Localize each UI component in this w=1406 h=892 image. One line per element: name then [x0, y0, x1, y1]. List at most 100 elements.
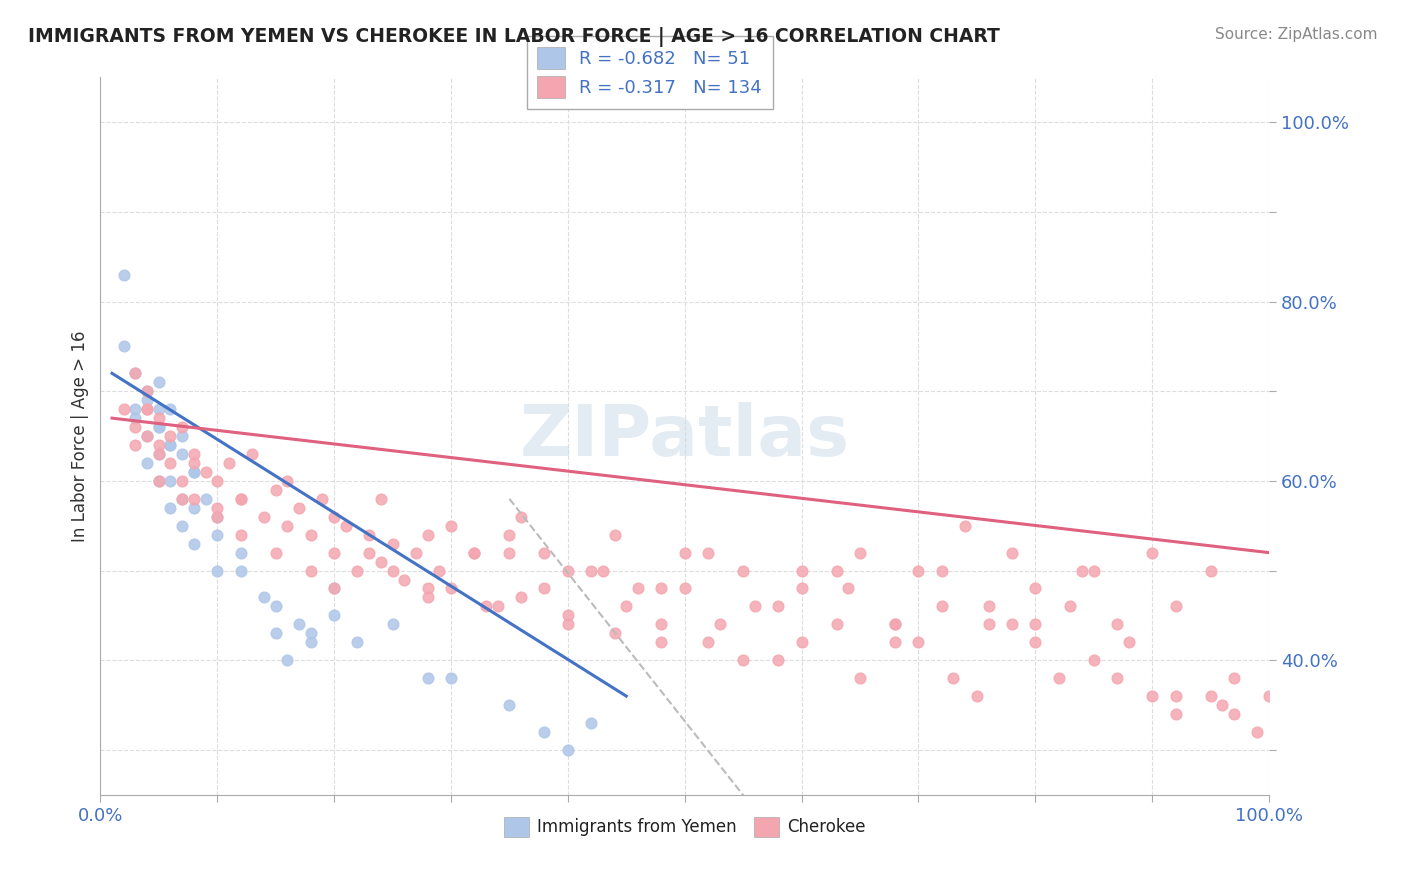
Point [370, 491, 392, 506]
Point [557, 617, 579, 632]
Point [253, 591, 276, 605]
Point [579, 716, 602, 731]
Point [124, 367, 146, 381]
Point [709, 617, 731, 632]
Point [172, 420, 194, 434]
Point [884, 617, 907, 632]
Point [148, 402, 170, 417]
Point [416, 591, 439, 605]
Point [697, 546, 720, 560]
Text: ZIPatlas: ZIPatlas [520, 401, 849, 471]
Point [953, 518, 976, 533]
Point [172, 447, 194, 461]
Point [323, 582, 346, 596]
Point [790, 582, 813, 596]
Point [136, 402, 159, 417]
Point [463, 546, 485, 560]
Text: IMMIGRANTS FROM YEMEN VS CHEROKEE IN LABOR FORCE | AGE > 16 CORRELATION CHART: IMMIGRANTS FROM YEMEN VS CHEROKEE IN LAB… [28, 27, 1000, 46]
Point [427, 564, 450, 578]
Point [159, 474, 181, 488]
Point [112, 339, 135, 353]
Point [579, 564, 602, 578]
Point [1024, 617, 1046, 632]
Point [405, 546, 427, 560]
Point [884, 617, 907, 632]
Point [557, 564, 579, 578]
Point [907, 635, 929, 649]
Point [346, 635, 368, 649]
Point [790, 635, 813, 649]
Point [1164, 706, 1187, 721]
Point [1047, 671, 1070, 685]
Point [766, 653, 789, 667]
Point [183, 447, 205, 461]
Point [977, 617, 1000, 632]
Point [533, 582, 555, 596]
Point [849, 546, 872, 560]
Point [1001, 546, 1024, 560]
Point [1118, 635, 1140, 649]
Point [486, 599, 509, 614]
Point [1258, 689, 1281, 703]
Point [1107, 617, 1129, 632]
Point [124, 411, 146, 425]
Point [124, 420, 146, 434]
Point [475, 599, 498, 614]
Point [183, 536, 205, 550]
Point [229, 491, 252, 506]
Point [172, 491, 194, 506]
Point [159, 500, 181, 515]
Point [931, 564, 953, 578]
Point [614, 599, 637, 614]
Point [533, 725, 555, 739]
Point [1024, 635, 1046, 649]
Point [381, 617, 404, 632]
Point [498, 546, 520, 560]
Point [148, 411, 170, 425]
Point [148, 474, 170, 488]
Point [766, 599, 789, 614]
Point [229, 564, 252, 578]
Point [942, 671, 965, 685]
Point [697, 635, 720, 649]
Point [172, 474, 194, 488]
Point [323, 608, 346, 623]
Point [1199, 564, 1222, 578]
Point [299, 527, 322, 541]
Point [1083, 564, 1105, 578]
Point [323, 546, 346, 560]
Point [229, 527, 252, 541]
Point [183, 465, 205, 479]
Point [440, 518, 463, 533]
Point [205, 509, 228, 524]
Point [112, 268, 135, 282]
Point [136, 429, 159, 443]
Point [510, 591, 533, 605]
Point [264, 546, 287, 560]
Point [229, 491, 252, 506]
Point [136, 384, 159, 399]
Point [359, 546, 381, 560]
Point [1223, 706, 1246, 721]
Point [172, 429, 194, 443]
Point [1059, 599, 1081, 614]
Point [264, 483, 287, 497]
Point [136, 429, 159, 443]
Point [112, 402, 135, 417]
Point [276, 653, 298, 667]
Point [276, 518, 298, 533]
Point [136, 456, 159, 470]
Point [276, 474, 298, 488]
Point [977, 599, 1000, 614]
Point [825, 564, 848, 578]
Point [323, 509, 346, 524]
Point [172, 491, 194, 506]
Point [1083, 653, 1105, 667]
Point [288, 500, 311, 515]
Point [603, 626, 626, 640]
Point [159, 429, 181, 443]
Point [136, 384, 159, 399]
Point [1164, 689, 1187, 703]
Text: Source: ZipAtlas.com: Source: ZipAtlas.com [1215, 27, 1378, 42]
Point [650, 617, 672, 632]
